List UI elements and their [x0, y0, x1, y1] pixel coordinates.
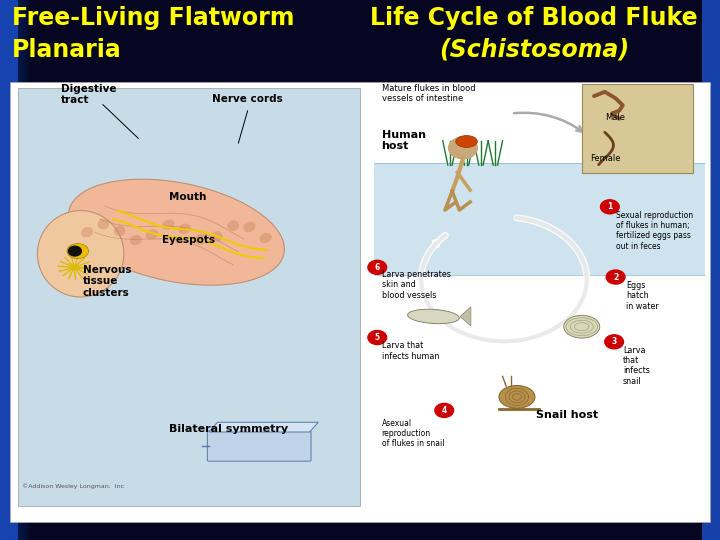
Text: 5: 5 — [374, 333, 380, 342]
FancyBboxPatch shape — [207, 431, 311, 461]
Text: Bilateral symmetry: Bilateral symmetry — [169, 424, 288, 434]
Text: Mature flukes in blood
vessels of intestine: Mature flukes in blood vessels of intest… — [382, 84, 475, 103]
Bar — [0, 0, 18, 540]
Ellipse shape — [211, 231, 222, 242]
Text: 1: 1 — [607, 202, 613, 211]
Bar — [10, 82, 710, 522]
Text: Eyespots: Eyespots — [162, 235, 215, 245]
Bar — [0, 0, 20, 540]
Ellipse shape — [456, 136, 477, 147]
Text: 4: 4 — [441, 406, 447, 415]
Circle shape — [449, 137, 477, 159]
Ellipse shape — [179, 224, 191, 234]
Text: 2: 2 — [613, 273, 618, 281]
Ellipse shape — [408, 309, 459, 323]
Bar — [0, 0, 5, 540]
Circle shape — [605, 335, 624, 349]
Ellipse shape — [564, 315, 600, 338]
Bar — [0, 0, 30, 540]
Circle shape — [368, 330, 387, 345]
Ellipse shape — [195, 234, 207, 245]
Bar — [0, 0, 6, 540]
Polygon shape — [209, 422, 318, 432]
Bar — [0, 0, 12, 540]
Bar — [0, 0, 28, 540]
Ellipse shape — [259, 233, 272, 243]
Polygon shape — [460, 307, 471, 326]
Ellipse shape — [146, 230, 158, 240]
Ellipse shape — [162, 219, 174, 230]
Bar — [0, 0, 10, 540]
Ellipse shape — [81, 227, 93, 238]
Bar — [0, 0, 2, 540]
Bar — [0, 0, 25, 540]
Bar — [0, 0, 26, 540]
Text: Asexual
reproduction
of flukes in snail: Asexual reproduction of flukes in snail — [382, 418, 444, 448]
Bar — [0, 0, 13, 540]
Text: Digestive
tract: Digestive tract — [61, 84, 117, 105]
Ellipse shape — [67, 244, 89, 259]
Text: Larva
that
infects
snail: Larva that infects snail — [623, 346, 649, 386]
Bar — [582, 84, 693, 173]
Bar — [0, 0, 21, 540]
Circle shape — [68, 246, 81, 256]
Bar — [0, 0, 19, 540]
Polygon shape — [68, 179, 284, 285]
Bar — [702, 0, 720, 540]
Bar — [0, 0, 23, 540]
Bar — [374, 163, 705, 275]
Circle shape — [606, 270, 625, 284]
Bar — [0, 0, 16, 540]
Bar — [0, 0, 11, 540]
Bar — [0, 0, 3, 540]
Text: Life Cycle of Blood Fluke: Life Cycle of Blood Fluke — [370, 6, 698, 30]
Bar — [0, 0, 9, 540]
Circle shape — [368, 260, 387, 274]
Text: Sexual reproduction
of flukes in human;
fertilized eggs pass
out in feces: Sexual reproduction of flukes in human; … — [616, 211, 693, 251]
Text: Eggs
hatch
in water: Eggs hatch in water — [626, 281, 659, 310]
Bar — [0, 0, 1, 540]
Ellipse shape — [114, 226, 125, 237]
Ellipse shape — [499, 386, 535, 408]
Ellipse shape — [243, 222, 256, 232]
Text: Planaria: Planaria — [12, 38, 121, 62]
Bar — [0, 0, 22, 540]
Bar — [0, 0, 27, 540]
Ellipse shape — [98, 219, 109, 230]
Circle shape — [435, 403, 454, 417]
Ellipse shape — [130, 235, 142, 246]
Text: Female: Female — [590, 154, 621, 163]
Text: 6: 6 — [374, 263, 380, 272]
Bar — [0, 0, 7, 540]
Bar — [0, 0, 18, 540]
Bar — [0, 0, 4, 540]
Ellipse shape — [228, 220, 239, 231]
Text: Nervous
tissue
clusters: Nervous tissue clusters — [83, 265, 131, 298]
Polygon shape — [37, 211, 124, 297]
Text: (Schistosoma): (Schistosoma) — [439, 38, 629, 62]
Bar — [0, 0, 24, 540]
Text: Nerve cords: Nerve cords — [212, 94, 283, 105]
Text: Larva that
infects human: Larva that infects human — [382, 341, 439, 361]
Bar — [0, 0, 14, 540]
Text: 3: 3 — [611, 338, 617, 346]
Bar — [0, 0, 8, 540]
Text: Larva penetrates
skin and
blood vessels: Larva penetrates skin and blood vessels — [382, 270, 451, 300]
Text: Mouth: Mouth — [169, 192, 207, 202]
Text: ©Addison Wesley Longman,  Inc: ©Addison Wesley Longman, Inc — [22, 483, 124, 489]
Bar — [18, 88, 360, 506]
Text: Free-Living Flatworm: Free-Living Flatworm — [12, 6, 294, 30]
Circle shape — [600, 200, 619, 214]
Bar — [0, 0, 15, 540]
Text: Male: Male — [605, 113, 625, 123]
Text: Human
host: Human host — [382, 130, 426, 151]
Text: Snail host: Snail host — [536, 410, 598, 421]
Bar — [0, 0, 29, 540]
Bar — [0, 0, 17, 540]
